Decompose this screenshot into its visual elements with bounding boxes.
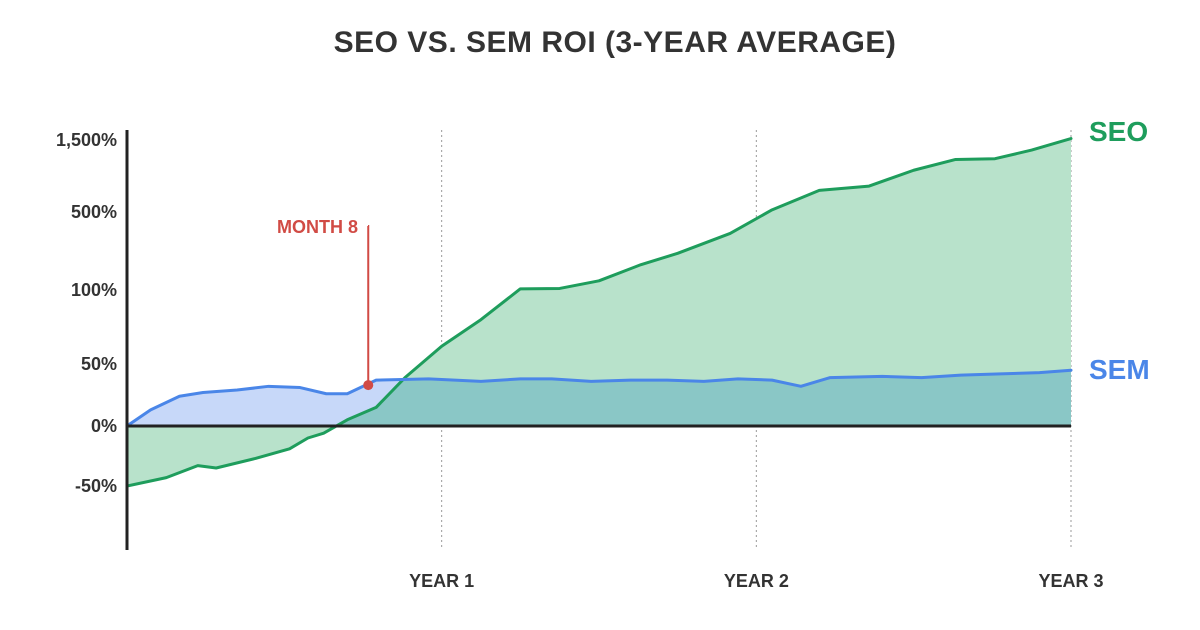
x-tick-label: YEAR 3 [1038,571,1103,591]
y-tick-label: 50% [81,354,117,374]
y-tick-label: 500% [71,202,117,222]
series-line-seo [125,137,1073,488]
annotation-label: MONTH 8 [277,217,358,237]
area-overlap [127,370,1071,426]
y-tick-label: -50% [75,476,117,496]
area-seo [127,138,1071,486]
y-tick-label: 0% [91,416,117,436]
series-label-sem: SEM [1089,354,1150,385]
annotation-marker [363,380,374,391]
x-tick-label: YEAR 2 [724,571,789,591]
chart-title: SEO VS. SEM ROI (3-YEAR AVERAGE) [333,26,897,59]
series-label-seo: SEO [1089,116,1148,147]
y-tick-label: 1,500% [56,130,117,150]
series-line-sem [125,368,1073,428]
x-tick-label: YEAR 1 [409,571,474,591]
y-tick-label: 100% [71,280,117,300]
